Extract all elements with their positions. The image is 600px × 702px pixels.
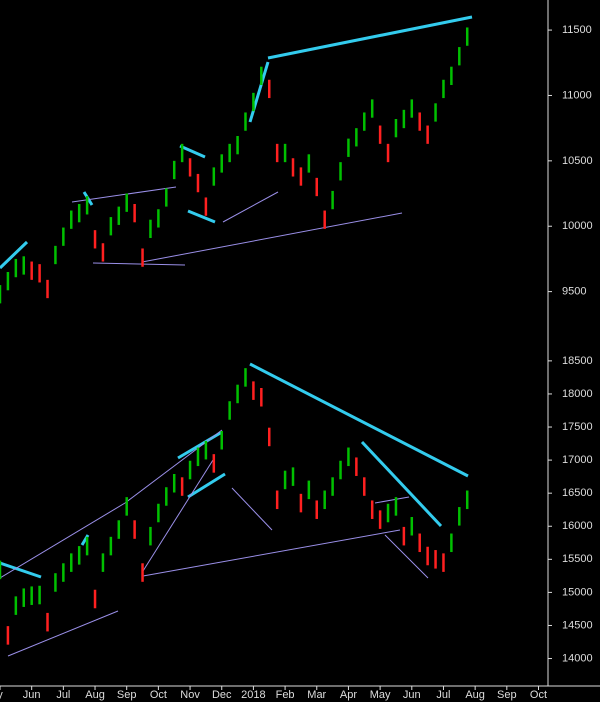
trendline xyxy=(7,610,119,657)
trendline xyxy=(80,534,90,546)
trendline xyxy=(177,430,223,460)
trendline xyxy=(71,186,177,203)
x-tick-label: Feb xyxy=(276,689,295,701)
y-tick-label: 18500 xyxy=(562,355,593,367)
y-tick-label: 14000 xyxy=(562,652,593,664)
trendline xyxy=(231,487,273,531)
trendline xyxy=(92,262,186,266)
y-tick-label: 15000 xyxy=(562,586,593,598)
trendline xyxy=(249,362,469,478)
trendline xyxy=(187,472,226,499)
x-tick-label: Dec xyxy=(212,689,232,701)
trendline xyxy=(360,440,443,528)
y-tick-label: 17000 xyxy=(562,454,593,466)
trendline xyxy=(248,61,270,123)
trendline xyxy=(142,529,401,577)
trendline xyxy=(374,496,410,504)
x-tick-label: Oct xyxy=(530,689,547,701)
x-tick-label: Nov xyxy=(180,689,200,701)
x-tick-label: Jun xyxy=(23,689,41,701)
y-tick-label: 16500 xyxy=(562,487,593,499)
y-tick-label: 17500 xyxy=(562,421,593,433)
x-tick-label: Apr xyxy=(340,689,357,701)
trendline xyxy=(141,212,403,263)
trendline xyxy=(142,459,214,572)
x-tick-label: Sep xyxy=(497,689,517,701)
y-tick-label: 16000 xyxy=(562,520,593,532)
x-tick-label: May xyxy=(370,689,391,701)
y-tick-label: 11000 xyxy=(562,89,592,101)
trendline xyxy=(0,561,42,579)
y-tick-label: 14500 xyxy=(562,619,593,631)
y-tick-label: 18000 xyxy=(562,388,593,400)
y-tick-label: 11500 xyxy=(562,24,592,36)
trendline xyxy=(222,191,279,223)
x-tick-label: Jul xyxy=(436,689,450,701)
x-tick-label: y xyxy=(0,689,3,701)
trendline xyxy=(0,502,126,579)
x-tick-label: Aug xyxy=(85,689,105,701)
y-tick-label: 15500 xyxy=(562,553,593,565)
x-tick-label: Mar xyxy=(307,689,326,701)
x-tick-label: 2018 xyxy=(241,689,265,701)
trendlines xyxy=(0,15,473,657)
trendline xyxy=(384,534,429,579)
x-tick-label: Jun xyxy=(403,689,421,701)
x-tick-label: Oct xyxy=(150,689,167,701)
x-tick-label: Jul xyxy=(56,689,70,701)
trendline xyxy=(267,15,473,60)
trendline xyxy=(187,209,216,224)
x-tick-label: Aug xyxy=(465,689,485,701)
y-tick-label: 10500 xyxy=(562,155,593,167)
x-tick-label: Sep xyxy=(117,689,137,701)
y-tick-label: 9500 xyxy=(562,286,586,298)
trendline xyxy=(0,240,29,270)
trendline xyxy=(179,144,206,159)
y-tick-label: 10000 xyxy=(562,220,593,232)
